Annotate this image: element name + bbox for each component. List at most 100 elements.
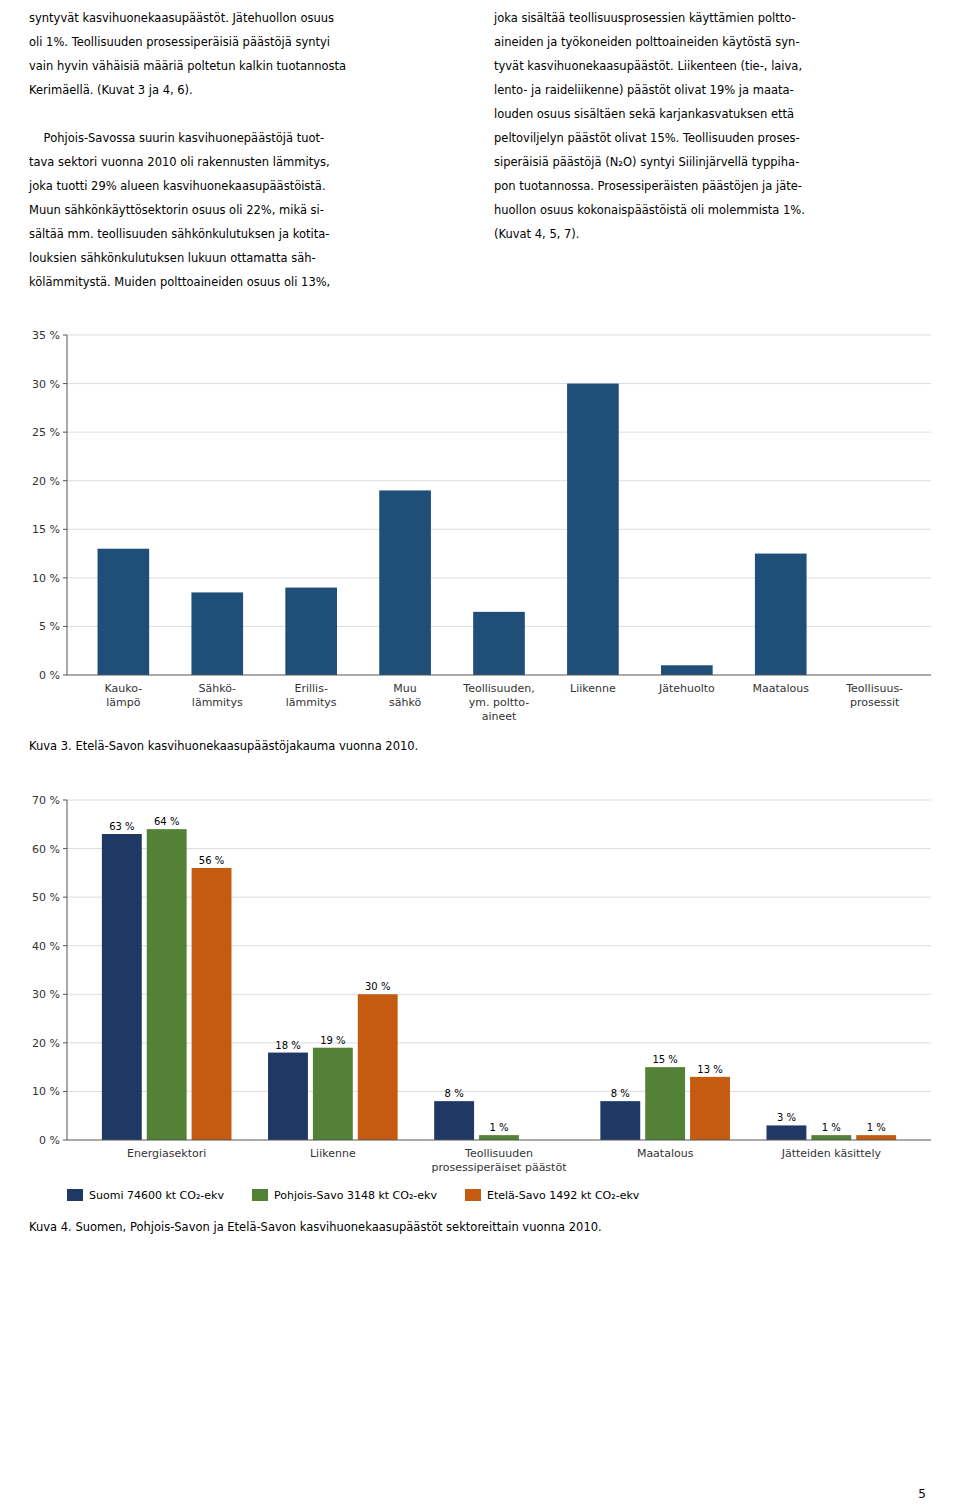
y-axis: 0 %5 %10 %15 %20 %25 %30 %35 % <box>32 329 931 682</box>
x-tick-label: Liikenne <box>310 1147 356 1160</box>
bar <box>690 1077 730 1140</box>
x-axis: Energiasektori Liikenne Teollisuudenproses… <box>127 1147 881 1174</box>
x-tick-label-line: Teollisuuden, <box>462 682 534 695</box>
bar <box>473 612 525 675</box>
y-tick <box>63 480 67 481</box>
data-label: 63 % <box>109 821 134 832</box>
data-label: 30 % <box>365 981 390 992</box>
x-tick-label: Muusähkö <box>389 682 421 709</box>
x-tick-label-line: prosessiperäiset päästöt <box>432 1161 568 1174</box>
x-tick-label: Erillis-lämmitys <box>286 682 337 709</box>
body-text-line: tyvät kasvihuonekaasupäästöt. Liikenteen… <box>494 59 802 73</box>
y-tick-label: 10 % <box>32 572 60 585</box>
x-tick-label: Teollisuudenprosessiperäiset päästöt <box>432 1147 568 1174</box>
bar <box>567 384 619 675</box>
y-tick <box>63 994 67 995</box>
bar <box>358 994 398 1140</box>
x-tick-label-line: Erillis- <box>294 682 327 695</box>
data-label: 1 % <box>867 1122 886 1133</box>
y-tick <box>63 626 67 627</box>
x-tick-label: Teollisuus-prosessit <box>845 682 903 709</box>
x-tick-label-line: Kauko- <box>105 682 143 695</box>
y-tick <box>63 383 67 384</box>
y-tick <box>63 675 67 676</box>
body-text-line: aineiden ja työkoneiden polttoaineiden k… <box>494 35 800 49</box>
bar <box>645 1067 685 1140</box>
x-tick-label-line: Sähkö- <box>198 682 236 695</box>
bars <box>98 384 807 675</box>
y-tick <box>63 800 67 801</box>
x-tick-label-line: Teollisuuden <box>464 1147 533 1160</box>
data-label: 8 % <box>445 1088 464 1099</box>
x-tick-label: Sähkö-lämmitys <box>192 682 243 709</box>
x-tick-label: Energiasektori <box>127 1147 206 1160</box>
data-label: 3 % <box>777 1112 796 1123</box>
body-text-line: joka sisältää teollisuusprosessien käytt… <box>493 11 796 25</box>
bar <box>98 549 150 675</box>
body-text-line: lento- ja raideliikenne) päästöt olivat … <box>494 83 794 97</box>
body-text-line: Muun sähkönkäyttösektorin osuus oli 22%,… <box>29 203 324 217</box>
y-axis-line <box>67 335 68 675</box>
bar <box>147 829 187 1140</box>
bar <box>755 554 807 675</box>
body-text-line: peltoviljelyn päästöt olivat 15%. Teolli… <box>494 131 800 145</box>
body-text-line: huollon osuus kokonaispäästöistä oli mol… <box>494 203 805 217</box>
y-tick-label: 0 % <box>39 669 60 682</box>
x-axis-line <box>67 1140 931 1141</box>
bar <box>268 1053 308 1140</box>
x-axis-line <box>67 675 931 676</box>
bar <box>192 868 232 1140</box>
x-tick-label-line: Jätteiden käsittely <box>781 1147 882 1160</box>
x-tick-label-line: lämmitys <box>286 696 337 709</box>
legend: Suomi 74600 kt CO₂-ekv Pohjois-Savo 3148 … <box>67 1189 640 1202</box>
data-label: 18 % <box>275 1040 300 1051</box>
x-tick-label-line: sähkö <box>389 696 421 709</box>
y-axis-line <box>67 800 68 1140</box>
x-tick-label-line: Energiasektori <box>127 1147 206 1160</box>
y-tick-label: 40 % <box>32 940 60 953</box>
data-label: 15 % <box>652 1054 677 1065</box>
bar <box>313 1048 353 1140</box>
x-tick-label-line: Muu <box>393 682 416 695</box>
legend-swatch <box>465 1189 481 1201</box>
body-text-line: siperäisiä päästöjä (N₂O) syntyi Siilinj… <box>494 155 799 169</box>
y-tick <box>63 1140 67 1141</box>
body-text-line: tava sektori vuonna 2010 oli rakennusten… <box>29 155 330 169</box>
legend-label: Pohjois-Savo 3148 kt CO₂-ekv <box>274 1189 437 1202</box>
grid-line <box>67 480 931 481</box>
y-tick <box>63 335 67 336</box>
body-text-line: louksien sähkönkulutuksen lukuun ottamat… <box>29 251 316 265</box>
grid-line <box>67 800 931 801</box>
body-text-line: oli 1%. Teollisuuden prosessiperäisiä pä… <box>29 35 330 49</box>
y-tick <box>63 529 67 530</box>
data-label: 19 % <box>320 1035 345 1046</box>
bars <box>102 829 896 1140</box>
x-tick-label-line: lämpö <box>106 696 140 709</box>
body-text-line: (Kuvat 4, 5, 7). <box>494 227 579 241</box>
data-label: 64 % <box>154 816 179 827</box>
x-tick-label-line: ym. poltto- <box>469 696 530 709</box>
data-label: 1 % <box>822 1122 841 1133</box>
x-tick-label-line: Teollisuus- <box>845 682 903 695</box>
bar <box>191 592 243 675</box>
x-tick-label-line: Jätehuolto <box>658 682 715 695</box>
x-tick-label-line: Maatalous <box>752 682 809 695</box>
chart-caption: Kuva 3. Etelä-Savon kasvihuonekaasupääst… <box>29 739 418 753</box>
chart: 0 %5 %10 %15 %20 %25 %30 %35 %Kauko-lämp… <box>29 329 931 753</box>
y-tick-label: 5 % <box>39 620 60 633</box>
text-column: joka sisältää teollisuusprosessien käytt… <box>493 11 805 241</box>
y-tick-label: 25 % <box>32 426 60 439</box>
bar <box>285 588 337 675</box>
x-tick-label-line: Liikenne <box>570 682 616 695</box>
body-text-line: syntyvät kasvihuonekaasupäästöt. Jätehuo… <box>29 11 334 25</box>
body-text-line: Kerimäellä. (Kuvat 3 ja 4, 6). <box>29 83 193 97</box>
body-text-line: kölämmitystä. Muiden polttoaineiden osuu… <box>29 275 330 289</box>
text-column: syntyvät kasvihuonekaasupäästöt. Jätehuo… <box>28 11 346 289</box>
grid-line <box>67 432 931 433</box>
bar <box>811 1135 851 1140</box>
data-label: 8 % <box>611 1088 630 1099</box>
y-tick-label: 15 % <box>32 523 60 536</box>
legend-label: Suomi 74600 kt CO₂-ekv <box>89 1189 224 1202</box>
page: syntyvät kasvihuonekaasupäästöt. Jätehuo… <box>0 0 960 1510</box>
y-tick-label: 10 % <box>32 1085 60 1098</box>
